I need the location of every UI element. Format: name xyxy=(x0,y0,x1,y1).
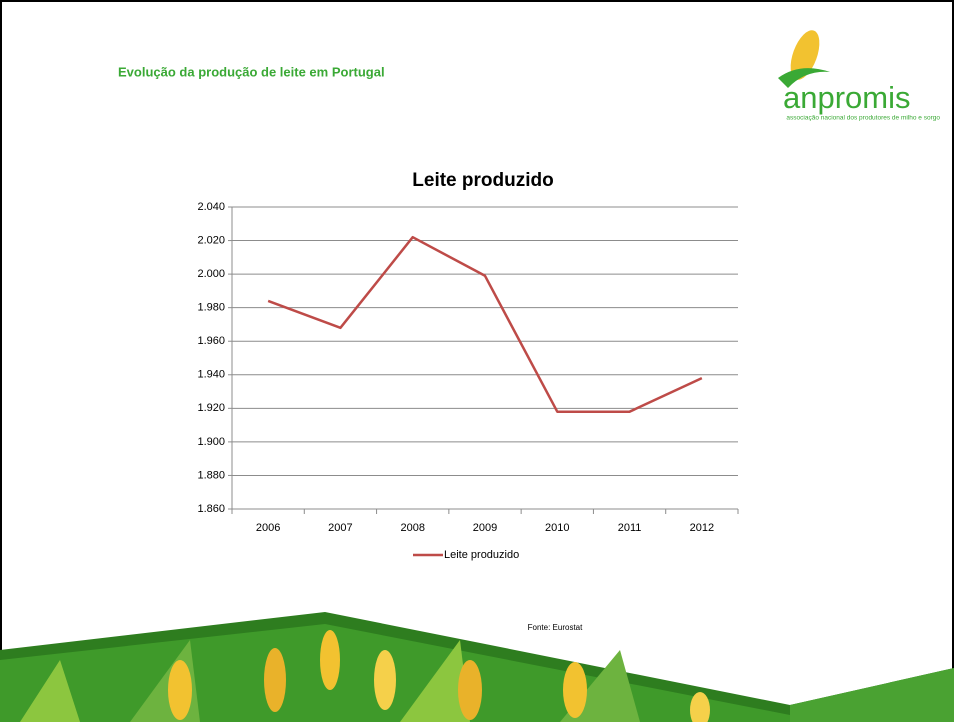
chart-title: Leite produzido xyxy=(412,170,553,191)
y-tick-label: 1.980 xyxy=(197,302,225,314)
y-tick-label: 1.860 xyxy=(197,503,225,515)
logo-tagline: associação nacional dos produtores de mi… xyxy=(786,115,940,122)
footer-decoration xyxy=(0,612,954,722)
y-tick-label: 2.020 xyxy=(197,234,225,246)
source: Fonte: Eurostat xyxy=(528,623,583,632)
x-tick-label: 2010 xyxy=(545,522,569,534)
logo: anpromis associação nacional dos produto… xyxy=(778,30,940,122)
y-tick-label: 1.880 xyxy=(197,469,225,481)
y-tick-label: 1.900 xyxy=(197,436,225,448)
x-tick-label: 2007 xyxy=(328,522,352,534)
slide-title: Evolução da produção de leite em Portuga… xyxy=(118,64,385,79)
x-tick-label: 2012 xyxy=(690,522,714,534)
x-tick-label: 2006 xyxy=(256,522,280,534)
legend-label: Leite produzido xyxy=(444,549,519,561)
y-tick-label: 2.000 xyxy=(197,268,225,280)
x-tick-label: 2008 xyxy=(400,522,424,534)
logo-name: anpromis xyxy=(783,80,911,115)
y-tick-label: 1.920 xyxy=(197,402,225,414)
y-tick-label: 2.040 xyxy=(197,201,225,213)
data-line xyxy=(267,235,703,413)
x-tick-label: 2009 xyxy=(473,522,497,534)
y-tick-label: 1.960 xyxy=(197,335,225,347)
x-tick-label: 2011 xyxy=(618,522,642,534)
y-tick-label: 1.940 xyxy=(197,369,225,381)
